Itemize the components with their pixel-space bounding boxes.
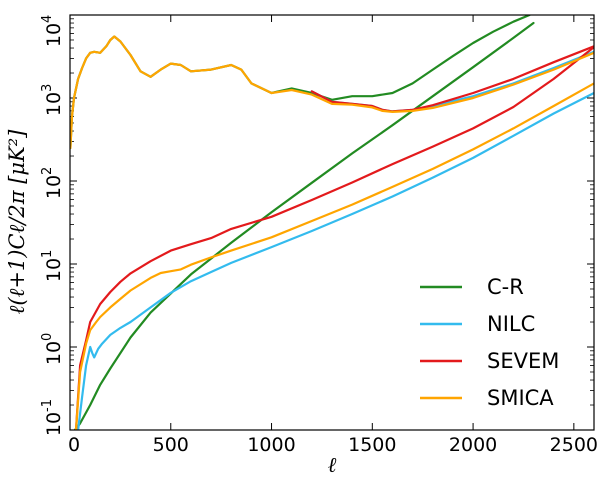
legend-label: SEVEM	[487, 349, 559, 373]
series-line-nilc	[76, 91, 594, 430]
y-tick-label: 102	[40, 167, 65, 199]
y-tick-exponent: 3	[40, 84, 55, 92]
y-tick-exponent: 0	[40, 333, 55, 341]
y-tick-exponent: 1	[40, 250, 55, 258]
y-tick-label: 101	[40, 250, 65, 282]
y-tick-base: 10	[43, 412, 65, 436]
x-tick-labels: 0 500 1000 1500 2000 2500	[68, 434, 598, 456]
series-layer	[70, 15, 594, 430]
x-tick-label: 1000	[247, 434, 295, 456]
axis-ticks	[69, 14, 594, 431]
legend-label: C-R	[487, 275, 524, 299]
plot-frame	[69, 14, 595, 431]
series-line-sevem	[74, 45, 594, 430]
y-tick-base: 10	[43, 23, 65, 47]
legend-label: SMICA	[487, 386, 554, 410]
x-tick-label: 2000	[449, 434, 497, 456]
y-tick-label: 100	[40, 333, 65, 365]
y-tick-exponent: -1	[40, 399, 55, 412]
x-tick-label: 0	[68, 434, 80, 456]
y-tick-base: 10	[43, 92, 65, 116]
y-axis-label: ℓ(ℓ+1)Cℓ/2π [μK²]	[5, 129, 29, 315]
y-tick-base: 10	[43, 341, 65, 365]
series-line-c-r	[73, 21, 535, 430]
x-axis-label: ℓ	[328, 453, 337, 477]
y-tick-exponent: 2	[40, 167, 55, 175]
x-tick-label: 2500	[550, 434, 598, 456]
x-tick-label: 500	[153, 434, 189, 456]
series-line-smica	[70, 35, 594, 150]
x-tick-label: 1500	[348, 434, 396, 456]
y-tick-label: 10-1	[40, 399, 65, 436]
y-tick-label: 103	[40, 84, 65, 116]
y-tick-base: 10	[43, 175, 65, 199]
y-tick-label: 104	[40, 15, 65, 47]
y-tick-exponent: 4	[40, 15, 55, 23]
y-tick-base: 10	[43, 258, 65, 282]
legend-label: NILC	[487, 312, 535, 336]
legend: C-R NILC SEVEM SMICA	[420, 275, 559, 410]
series-line-smica	[74, 82, 594, 430]
